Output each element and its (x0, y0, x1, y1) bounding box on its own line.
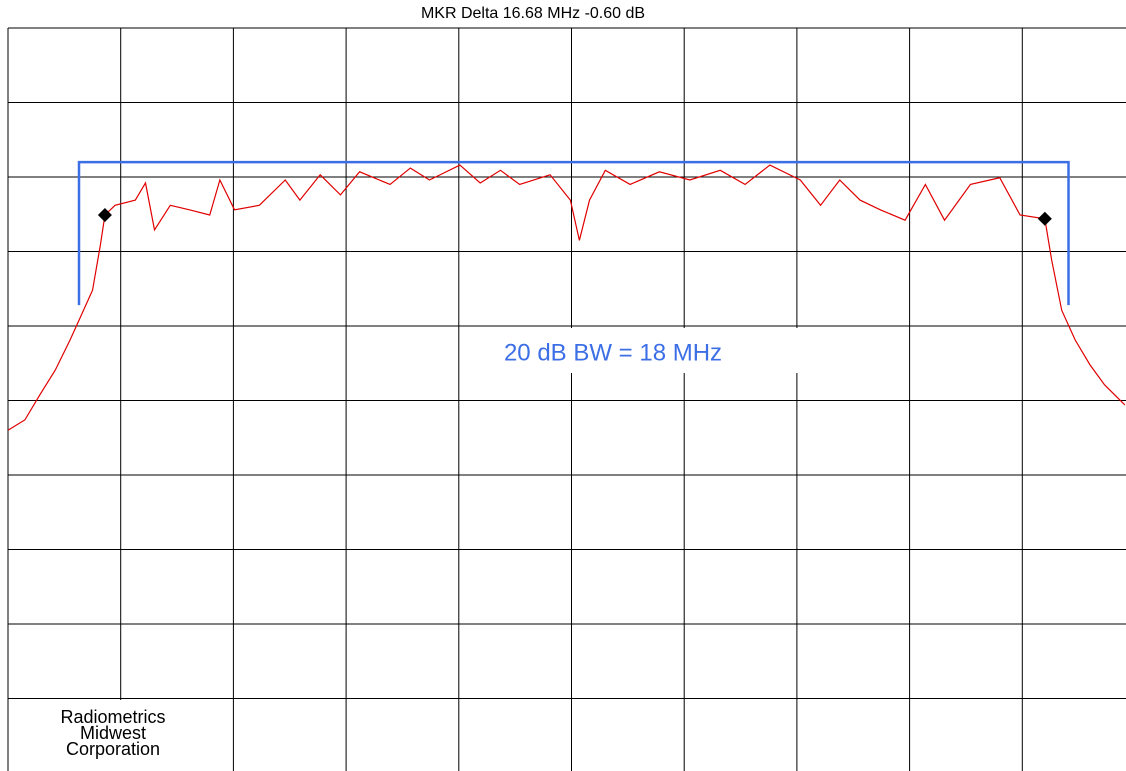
footer-box (9, 700, 231, 771)
marker (97, 207, 112, 222)
trace (7, 164, 1126, 431)
chart-title: MKR Delta 16.68 MHz -0.60 dB (421, 5, 645, 22)
marker (1037, 211, 1052, 226)
footer-line: Radiometrics (60, 707, 165, 727)
annotation-box (462, 328, 840, 373)
annotation: 20 dB BW = 18 MHz (504, 339, 722, 366)
footer-line: Midwest (80, 723, 146, 743)
plot (7, 160, 1126, 431)
bw-bracket (77, 160, 1070, 306)
footer-line: Corporation (66, 739, 160, 759)
grid (7, 27, 1126, 771)
